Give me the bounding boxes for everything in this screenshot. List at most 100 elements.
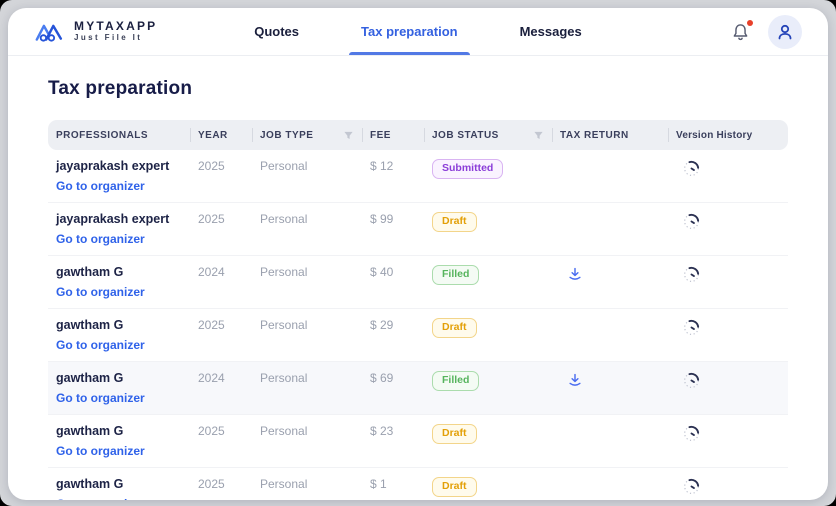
- fee-cell: $ 23: [370, 424, 394, 438]
- version-history-icon[interactable]: [682, 265, 701, 284]
- professional-cell: gawtham G Go to organizer: [48, 369, 190, 406]
- professional-cell: gawtham G Go to organizer: [48, 263, 190, 300]
- professional-cell: gawtham G Go to organizer: [48, 475, 190, 500]
- version-history-cell: [668, 475, 788, 500]
- professional-cell: jayaprakash expert Go to organizer: [48, 157, 190, 194]
- version-history-cell: [668, 422, 788, 447]
- brand-logo: MYTAXAPP Just File It: [34, 20, 157, 44]
- version-history-cell: [668, 157, 788, 182]
- table-header: PROFESSIONALS YEAR JOB TYPE FEE JOB STAT…: [48, 120, 788, 150]
- download-icon[interactable]: [566, 371, 584, 389]
- status-badge: Draft: [432, 477, 477, 497]
- status-badge: Filled: [432, 265, 480, 285]
- professional-name: gawtham G: [56, 265, 124, 279]
- job-status-cell: Draft: [424, 422, 552, 444]
- user-avatar[interactable]: [768, 14, 802, 49]
- tax-return-cell: [552, 422, 668, 424]
- main-nav: Quotes Tax preparation Messages: [8, 8, 828, 55]
- status-badge: Draft: [432, 212, 477, 232]
- professional-name: jayaprakash expert: [56, 212, 170, 226]
- go-to-organizer-link[interactable]: Go to organizer: [56, 497, 145, 500]
- professional-cell: gawtham G Go to organizer: [48, 316, 190, 353]
- version-history-icon[interactable]: [682, 371, 701, 390]
- filter-icon[interactable]: [343, 130, 354, 141]
- professional-name: gawtham G: [56, 424, 124, 438]
- professional-name: jayaprakash expert: [56, 159, 170, 173]
- fee-cell: $ 69: [370, 371, 394, 385]
- status-badge: Submitted: [432, 159, 504, 179]
- tax-return-cell: [552, 316, 668, 318]
- tab-tax-preparation[interactable]: Tax preparation: [349, 8, 470, 55]
- person-icon: [778, 24, 792, 39]
- bell-icon[interactable]: [731, 19, 753, 42]
- version-history-cell: [668, 210, 788, 235]
- tab-quotes[interactable]: Quotes: [254, 24, 300, 39]
- table-row: jayaprakash expert Go to organizer 2025 …: [48, 150, 788, 203]
- version-history-icon[interactable]: [682, 212, 701, 231]
- filter-icon[interactable]: [533, 130, 544, 141]
- table-row: gawtham G Go to organizer 2024 Personal …: [48, 362, 788, 415]
- fee-cell: $ 1: [370, 477, 387, 491]
- version-history-icon[interactable]: [682, 477, 701, 496]
- professional-cell: gawtham G Go to organizer: [48, 422, 190, 459]
- col-job-type: JOB TYPE: [252, 127, 362, 143]
- top-actions: [731, 14, 802, 49]
- job-type-cell: Personal: [260, 477, 308, 491]
- job-type-cell: Personal: [260, 424, 308, 438]
- brand-tagline: Just File It: [74, 33, 143, 42]
- table-body: jayaprakash expert Go to organizer 2025 …: [48, 150, 788, 500]
- job-type-cell: Personal: [260, 318, 308, 332]
- version-history-icon[interactable]: [682, 318, 701, 337]
- go-to-organizer-link[interactable]: Go to organizer: [56, 285, 145, 299]
- download-icon[interactable]: [566, 265, 584, 283]
- app-card: MYTAXAPP Just File It Quotes Tax prepara…: [8, 8, 828, 500]
- main-content: Tax preparation PROFESSIONALS YEAR JOB T…: [8, 56, 828, 500]
- mountain-logo-icon: [35, 24, 63, 42]
- job-type-cell: Personal: [260, 212, 308, 226]
- fee-cell: $ 12: [370, 159, 394, 173]
- professional-cell: jayaprakash expert Go to organizer: [48, 210, 190, 247]
- top-bar: MYTAXAPP Just File It Quotes Tax prepara…: [8, 8, 828, 56]
- fee-cell: $ 40: [370, 265, 394, 279]
- version-history-icon[interactable]: [682, 424, 701, 443]
- table-row: gawtham G Go to organizer 2025 Personal …: [48, 309, 788, 362]
- notification-dot: [747, 19, 753, 26]
- go-to-organizer-link[interactable]: Go to organizer: [56, 391, 145, 405]
- version-history-cell: [668, 316, 788, 341]
- tax-return-cell: [552, 369, 668, 393]
- year-cell: 2025: [198, 424, 225, 438]
- job-status-cell: Draft: [424, 210, 552, 232]
- tab-messages[interactable]: Messages: [519, 24, 582, 39]
- table-row: jayaprakash expert Go to organizer 2025 …: [48, 203, 788, 256]
- col-version-history: Version History: [668, 127, 788, 143]
- year-cell: 2024: [198, 371, 225, 385]
- job-status-cell: Draft: [424, 316, 552, 338]
- col-fee: FEE: [362, 127, 424, 143]
- go-to-organizer-link[interactable]: Go to organizer: [56, 338, 145, 352]
- go-to-organizer-link[interactable]: Go to organizer: [56, 232, 145, 246]
- status-badge: Filled: [432, 371, 480, 391]
- job-status-cell: Submitted: [424, 157, 552, 179]
- job-status-cell: Filled: [424, 263, 552, 285]
- tax-return-cell: [552, 210, 668, 212]
- go-to-organizer-link[interactable]: Go to organizer: [56, 179, 145, 193]
- table-row: gawtham G Go to organizer 2024 Personal …: [48, 256, 788, 309]
- go-to-organizer-link[interactable]: Go to organizer: [56, 444, 145, 458]
- fee-cell: $ 99: [370, 212, 394, 226]
- professional-name: gawtham G: [56, 318, 124, 332]
- table-row: gawtham G Go to organizer 2025 Personal …: [48, 468, 788, 500]
- col-year: YEAR: [190, 127, 252, 143]
- job-type-cell: Personal: [260, 265, 308, 279]
- professional-name: gawtham G: [56, 477, 124, 491]
- col-professionals: PROFESSIONALS: [56, 129, 149, 141]
- year-cell: 2025: [198, 212, 225, 226]
- col-tax-return: TAX RETURN: [552, 127, 668, 143]
- brand-name: MYTAXAPP: [74, 19, 158, 33]
- page-title: Tax preparation: [48, 78, 193, 99]
- version-history-icon[interactable]: [682, 159, 701, 178]
- tax-return-cell: [552, 157, 668, 159]
- year-cell: 2025: [198, 477, 225, 491]
- professional-name: gawtham G: [56, 371, 124, 385]
- year-cell: 2025: [198, 318, 225, 332]
